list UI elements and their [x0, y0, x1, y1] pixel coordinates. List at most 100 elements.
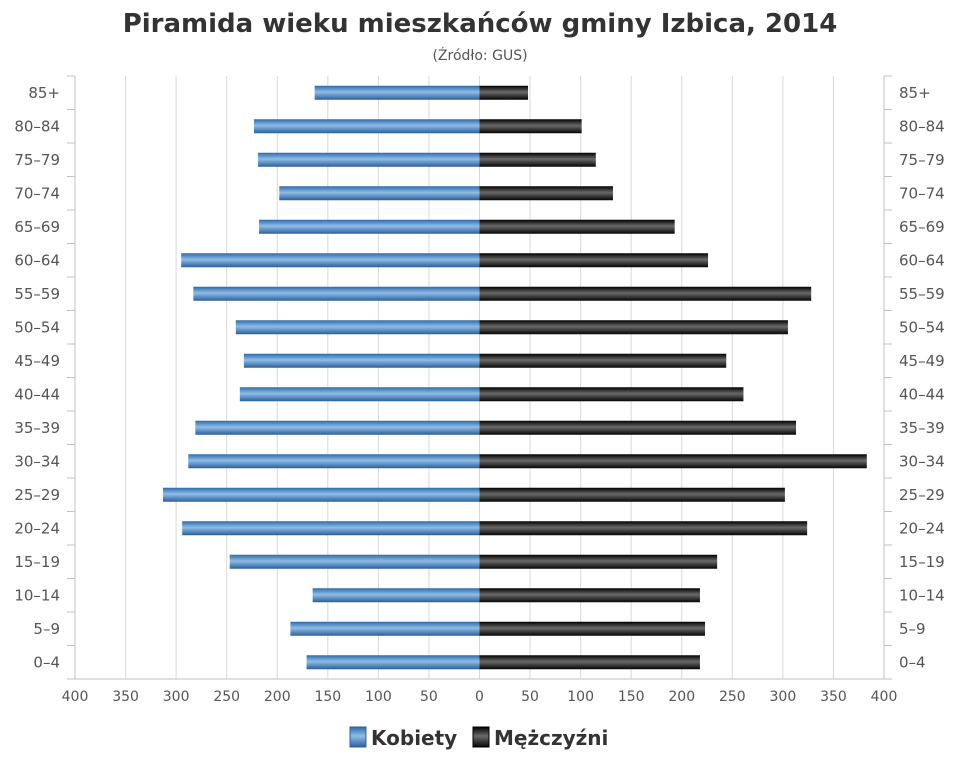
y-tick-label-right: 75–79	[899, 151, 945, 169]
bar-male	[479, 420, 797, 435]
x-tick-labels: 400 350 300 250 200 150 100 50 0 50 100 150 200 250 30…	[62, 689, 898, 705]
x-tick-label: 300	[163, 689, 190, 705]
y-tick-label-right: 0–4	[899, 653, 926, 671]
x-tick-label: 150	[618, 689, 645, 705]
y-tick-label-right: 5–9	[899, 620, 926, 638]
y-tick-labels: 0–4 0–4 5–9 5–9 10–14 10–14 15–19 15–19 20–24 20–…	[14, 84, 944, 672]
y-tick-label-right: 20–24	[899, 519, 945, 537]
legend-swatch-male	[472, 726, 490, 748]
y-tick-label-right: 65–69	[899, 218, 945, 236]
y-tick-label-left: 50–54	[14, 318, 60, 336]
y-tick-label-left: 80–84	[14, 117, 60, 135]
y-tick-label-right: 70–74	[899, 184, 945, 202]
y-tick-label-left: 60–64	[14, 251, 60, 269]
y-tick-label-right: 60–64	[899, 251, 945, 269]
legend-label-female: Kobiety	[371, 726, 457, 750]
bar-male	[479, 554, 718, 569]
x-tick-label: 100	[567, 689, 594, 705]
bar-female	[290, 621, 480, 636]
bar-male	[479, 621, 706, 636]
bar-male	[479, 219, 675, 234]
bar-female	[314, 85, 480, 100]
y-tick-label-right: 15–19	[899, 553, 945, 571]
y-tick-label-right: 55–59	[899, 285, 945, 303]
bars	[162, 85, 867, 670]
x-tick-label: 300	[770, 689, 797, 705]
y-tick-label-left: 40–44	[14, 385, 60, 403]
y-tick-label-left: 15–19	[14, 553, 60, 571]
bar-female	[162, 487, 480, 502]
y-tick-label-right: 85+	[899, 84, 931, 102]
y-tick-label-left: 70–74	[14, 184, 60, 202]
x-tick-label: 350	[820, 689, 847, 705]
bar-female	[182, 521, 480, 536]
bar-male	[479, 286, 812, 301]
y-tick-label-left: 65–69	[14, 218, 60, 236]
y-tick-label-left: 75–79	[14, 151, 60, 169]
legend: Kobiety Mężczyźni	[349, 726, 608, 750]
bar-male	[479, 487, 785, 502]
bar-female	[239, 387, 480, 402]
y-tick-label-left: 30–34	[14, 452, 60, 470]
bar-female	[229, 554, 480, 569]
bar-female	[258, 152, 480, 167]
x-tick-label: 50	[521, 689, 539, 705]
y-tick-label-left: 10–14	[14, 586, 60, 604]
bar-male	[479, 655, 700, 670]
axes	[67, 75, 892, 680]
y-tick-label-right: 25–29	[899, 486, 945, 504]
x-tick-label: 250	[213, 689, 240, 705]
y-tick-label-left: 20–24	[14, 519, 60, 537]
bar-male	[479, 85, 529, 100]
bar-female	[306, 655, 480, 670]
y-tick-label-left: 45–49	[14, 352, 60, 370]
bar-female	[279, 186, 480, 201]
y-tick-label-left: 25–29	[14, 486, 60, 504]
y-tick-label-right: 45–49	[899, 352, 945, 370]
bar-male	[479, 387, 744, 402]
bar-male	[479, 253, 709, 268]
x-tick-label: 250	[719, 689, 746, 705]
x-tick-label: 150	[314, 689, 341, 705]
x-tick-label: 200	[668, 689, 695, 705]
legend-swatch-female	[349, 726, 367, 748]
bar-female	[181, 253, 480, 268]
x-tick-label: 400	[871, 689, 898, 705]
bar-female	[235, 320, 480, 335]
x-tick-label: 50	[420, 689, 438, 705]
bar-male	[479, 119, 582, 134]
bar-female	[193, 286, 480, 301]
chart-title: Piramida wieku mieszkańców gminy Izbica,…	[123, 9, 838, 39]
y-tick-label-right: 80–84	[899, 117, 945, 135]
legend-label-male: Mężczyźni	[494, 726, 608, 750]
bar-male	[479, 152, 596, 167]
x-tick-label: 200	[264, 689, 291, 705]
y-tick-label-right: 40–44	[899, 385, 945, 403]
x-tick-label: 100	[365, 689, 392, 705]
y-tick-label-left: 0–4	[33, 653, 60, 671]
bar-male	[479, 186, 613, 201]
bar-male	[479, 454, 867, 469]
bar-female	[188, 454, 480, 469]
y-tick-label-left: 5–9	[33, 620, 60, 638]
y-tick-label-left: 55–59	[14, 285, 60, 303]
bar-female	[195, 420, 480, 435]
y-tick-label-left: 85+	[28, 84, 60, 102]
y-tick-label-right: 30–34	[899, 452, 945, 470]
bar-female	[259, 219, 480, 234]
chart-subtitle: (Źródło: GUS)	[432, 46, 527, 64]
bar-male	[479, 320, 788, 335]
y-tick-label-left: 35–39	[14, 419, 60, 437]
bar-male	[479, 588, 700, 603]
x-tick-label: 350	[112, 689, 139, 705]
y-tick-label-right: 50–54	[899, 318, 945, 336]
y-tick-label-right: 35–39	[899, 419, 945, 437]
y-tick-label-right: 10–14	[899, 586, 945, 604]
bar-male	[479, 521, 808, 536]
x-tick-label: 0	[475, 689, 484, 705]
bar-female	[312, 588, 480, 603]
bar-female	[253, 119, 480, 134]
bar-male	[479, 353, 727, 368]
x-tick-label: 400	[62, 689, 89, 705]
